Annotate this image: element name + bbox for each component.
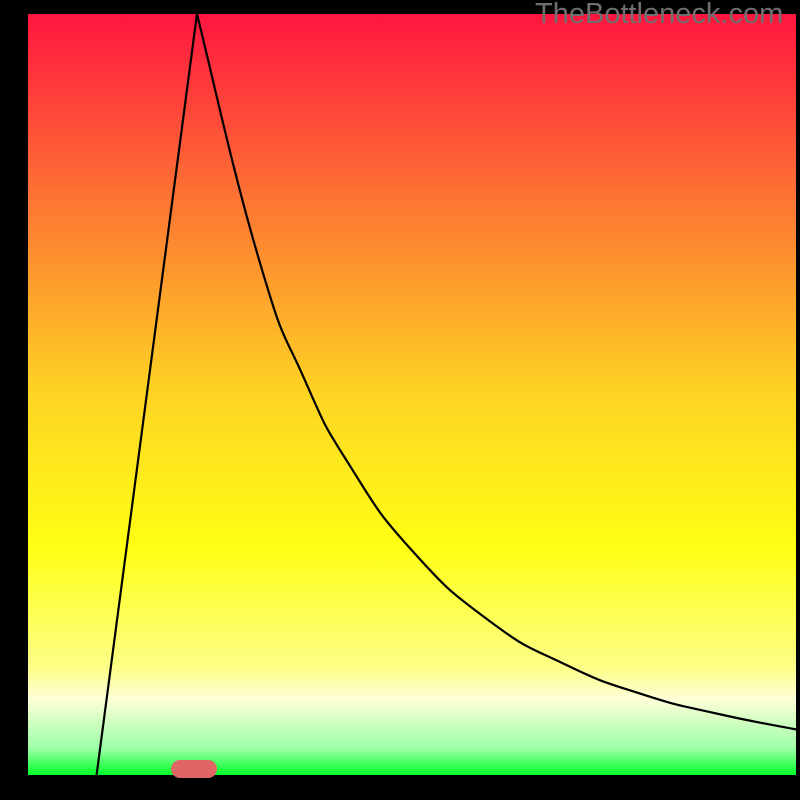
curve-layer	[28, 14, 796, 775]
bottleneck-curve	[96, 14, 796, 775]
chart-container: TheBottleneck.com	[0, 0, 800, 800]
plot-area	[28, 14, 796, 775]
watermark-text: TheBottleneck.com	[535, 0, 783, 31]
